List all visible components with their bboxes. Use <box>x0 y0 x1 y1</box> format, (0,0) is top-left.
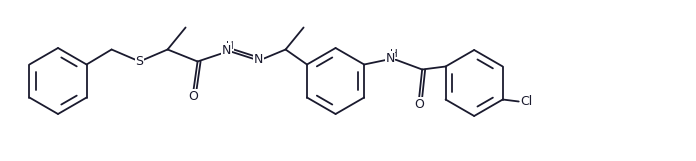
Text: O: O <box>414 98 424 111</box>
Text: N: N <box>222 44 231 57</box>
Text: H: H <box>390 48 398 58</box>
Text: H: H <box>226 41 233 51</box>
Text: Cl: Cl <box>521 95 533 108</box>
Text: N: N <box>386 52 395 65</box>
Text: S: S <box>136 55 143 68</box>
Text: N: N <box>254 53 263 66</box>
Text: O: O <box>189 90 198 103</box>
